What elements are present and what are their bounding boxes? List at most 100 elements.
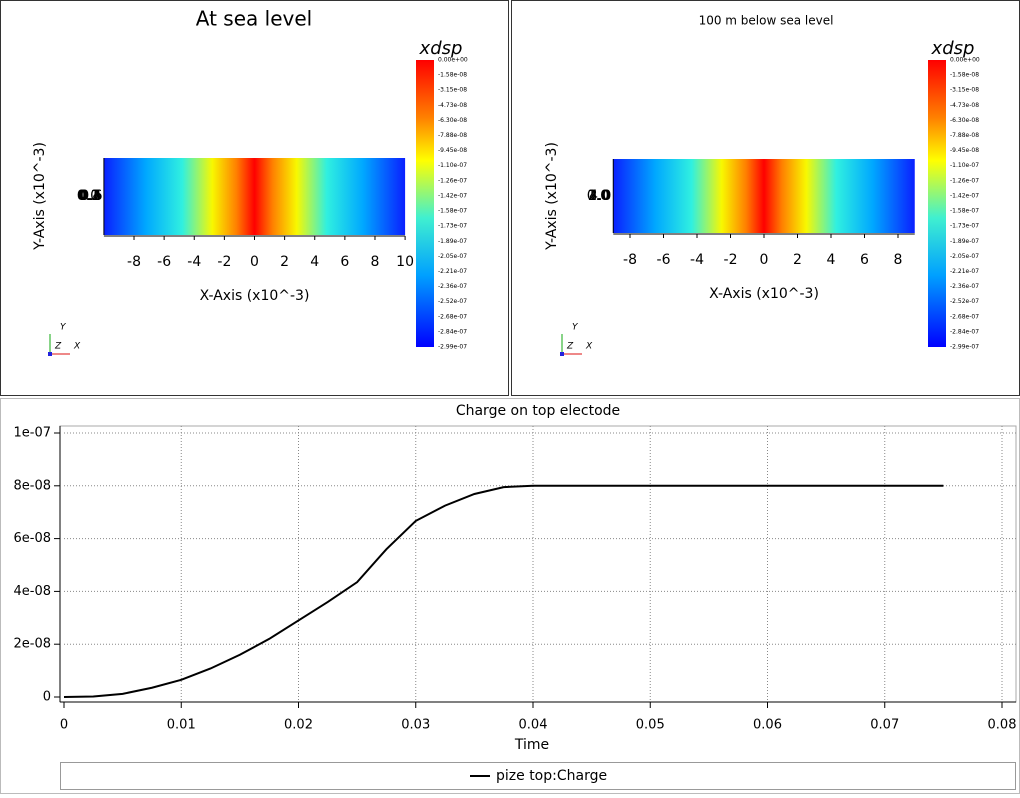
y-axis-label: Y-Axis (x10^-3) xyxy=(544,142,560,251)
x-tick-label: 0.01 xyxy=(167,718,196,733)
x-tick-label: 0.05 xyxy=(636,718,665,733)
x-tick-label: 6 xyxy=(860,252,869,268)
colorbar xyxy=(928,60,946,347)
y-tick-label: 8e-08 xyxy=(13,478,51,493)
colorbar-label: -4.73e-08 xyxy=(950,102,979,109)
colorbar-label: -2.21e-07 xyxy=(438,268,467,275)
triad-label: Z xyxy=(54,342,62,352)
colorbar-title: xdsp xyxy=(419,38,463,59)
x-tick-label: 2 xyxy=(793,252,802,268)
x-tick-label: 0 xyxy=(60,718,68,733)
colorbar-label: -2.52e-07 xyxy=(950,298,979,305)
colorbar-label: -3.15e-08 xyxy=(438,87,467,94)
colorbar-label: -2.52e-07 xyxy=(438,298,467,305)
x-tick-label: -2 xyxy=(217,254,231,270)
colorbar-label: -1.58e-08 xyxy=(438,72,467,79)
x-tick-label: -4 xyxy=(690,252,704,268)
colorbar-label: -1.42e-07 xyxy=(950,192,979,199)
legend-box xyxy=(60,762,1016,790)
colorbar-label: -1.58e-08 xyxy=(950,72,979,79)
y-tick-label: 0.5 xyxy=(80,188,102,204)
series-line xyxy=(63,484,944,698)
x-tick-label: -4 xyxy=(187,254,201,270)
triad-label: Z xyxy=(566,342,574,352)
x-tick-label: 2 xyxy=(280,254,289,270)
scalar-field xyxy=(103,158,406,235)
scalar-field xyxy=(613,159,915,233)
x-tick-label: 0 xyxy=(760,252,769,268)
y-tick-label: 0.6 xyxy=(80,188,102,204)
colorbar-label: -1.58e-07 xyxy=(438,208,467,215)
colorbar-label: -2.84e-07 xyxy=(438,328,467,335)
colorbar-label: -1.73e-07 xyxy=(438,223,467,230)
colorbar-label: -2.99e-07 xyxy=(438,344,467,351)
triad-z xyxy=(560,352,564,356)
y-axis-label: Y-Axis (x10^-3) xyxy=(32,142,48,251)
chart-view-frame[interactable] xyxy=(0,398,1020,794)
triad-z xyxy=(48,352,52,356)
colorbar-label: 0.00e+00 xyxy=(950,57,980,64)
colorbar-label: -1.10e-07 xyxy=(438,162,467,169)
colorbar-label: -2.36e-07 xyxy=(438,283,467,290)
x-tick-label: 0.03 xyxy=(401,718,430,733)
triad-label: X xyxy=(585,342,593,352)
x-tick-label: 8 xyxy=(371,254,380,270)
triad-label: Y xyxy=(60,323,67,333)
colorbar-label: -4.73e-08 xyxy=(438,102,467,109)
colorbar-label: -6.30e-08 xyxy=(438,117,467,124)
colorbar-label: -2.05e-07 xyxy=(438,253,467,260)
colorbar-label: -1.58e-07 xyxy=(950,208,979,215)
colorbar-label: -9.45e-08 xyxy=(438,147,467,154)
x-tick-label: 0.07 xyxy=(870,718,899,733)
x-tick-label: 0.06 xyxy=(753,718,782,733)
y-tick-label: 4e-08 xyxy=(13,584,51,599)
colorbar-label: -2.68e-07 xyxy=(950,313,979,320)
colorbar-label: -7.88e-08 xyxy=(950,132,979,139)
view-title: 100 m below sea level xyxy=(699,14,834,28)
x-tick-label: 10 xyxy=(396,254,414,270)
y-tick-label: 0.0 xyxy=(77,188,99,204)
x-tick-label: -8 xyxy=(127,254,141,270)
colorbar-label: -1.89e-07 xyxy=(438,238,467,245)
colorbar-label: 0.00e+00 xyxy=(438,57,468,64)
triad-label: Y xyxy=(572,323,579,333)
colorbar-label: -1.73e-07 xyxy=(950,223,979,230)
legend-label: pize top:Charge xyxy=(496,768,607,784)
triad-label: X xyxy=(73,342,81,352)
colorbar-label: -6.30e-08 xyxy=(950,117,979,124)
x-tick-label: -6 xyxy=(157,254,171,270)
y-tick-label: 0.2 xyxy=(78,188,100,204)
colorbar xyxy=(416,60,434,347)
x-tick-label: -2 xyxy=(724,252,738,268)
colorbar-label: -1.89e-07 xyxy=(950,238,979,245)
x-tick-label: -6 xyxy=(657,252,671,268)
colorbar-label: -3.15e-08 xyxy=(950,87,979,94)
y-tick-label: 3.0 xyxy=(589,188,611,204)
colorbar-label: -2.99e-07 xyxy=(950,344,979,351)
y-tick-label: 0 xyxy=(43,690,51,705)
x-tick-label: 0.08 xyxy=(988,718,1017,733)
y-tick-label: 1e-07 xyxy=(13,426,51,441)
y-tick-label: 2.0 xyxy=(588,188,610,204)
y-tick-label: 0.1 xyxy=(77,188,99,204)
colorbar-label: -7.88e-08 xyxy=(438,132,467,139)
x-tick-label: 0 xyxy=(250,254,259,270)
colorbar-label: -9.45e-08 xyxy=(950,147,979,154)
x-tick-label: 8 xyxy=(894,252,903,268)
colorbar-label: -1.26e-07 xyxy=(950,177,979,184)
x-tick-label: 4 xyxy=(310,254,319,270)
colorbar-label: -1.42e-07 xyxy=(438,192,467,199)
y-tick-label: 6e-08 xyxy=(13,531,51,546)
y-tick-label: 0.0 xyxy=(587,188,609,204)
colorbar-title: xdsp xyxy=(931,38,975,59)
x-tick-label: 4 xyxy=(827,252,836,268)
colorbar-label: -2.05e-07 xyxy=(950,253,979,260)
view-title: At sea level xyxy=(196,7,312,31)
colorbar-label: -2.84e-07 xyxy=(950,328,979,335)
y-tick-label: 0.3 xyxy=(79,188,101,204)
x-tick-label: 6 xyxy=(340,254,349,270)
colorbar-label: -2.36e-07 xyxy=(950,283,979,290)
colorbar-label: -1.26e-07 xyxy=(438,177,467,184)
